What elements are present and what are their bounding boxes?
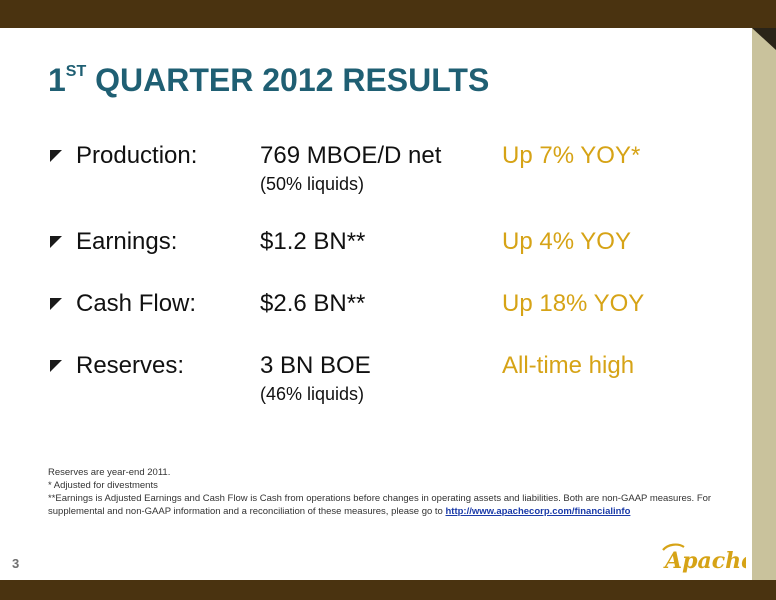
result-subtext: (46% liquids): [260, 384, 365, 404]
bottom-bar: [0, 580, 776, 600]
footnotes: Reserves are year-end 2011. * Adjusted f…: [48, 466, 738, 518]
result-subtext: (50% liquids): [260, 174, 365, 194]
title-number: 1: [48, 62, 66, 98]
apache-logo: Apache: [660, 540, 755, 574]
top-bar: [0, 0, 776, 28]
result-row-earnings: Earnings: $1.2 BN** Up 4% YOY: [48, 228, 748, 288]
footnote-divestments: * Adjusted for divestments: [48, 480, 158, 491]
triangle-bullet-icon: [48, 296, 64, 312]
result-row-cash-flow: Cash Flow: $2.6 BN** Up 18% YOY: [48, 290, 748, 350]
triangle-bullet-icon: [48, 358, 64, 374]
result-value: $2.6 BN**: [260, 290, 366, 317]
title-text: QUARTER 2012 RESULTS: [86, 62, 490, 98]
page-number: 3: [12, 556, 20, 571]
result-row-reserves: Reserves: 3 BN BOE (46% liquids) All-tim…: [48, 352, 748, 412]
triangle-bullet-icon: [48, 234, 64, 250]
result-label: Cash Flow:: [76, 290, 197, 317]
result-change: Up 4% YOY: [502, 228, 631, 255]
result-change: Up 7% YOY*: [502, 142, 641, 169]
result-label: Earnings:: [76, 228, 178, 255]
result-value: 3 BN BOE: [260, 352, 371, 379]
result-value: 769 MBOE/D net: [260, 142, 442, 169]
result-label: Production:: [76, 142, 198, 169]
svg-text:Apache: Apache: [663, 548, 746, 574]
result-label: Reserves:: [76, 352, 185, 379]
slide-title: 1ST QUARTER 2012 RESULTS: [48, 62, 489, 99]
title-superscript: ST: [65, 63, 87, 81]
result-change: Up 18% YOY: [502, 290, 645, 317]
result-change: All-time high: [502, 352, 635, 379]
right-decorative-strip: [752, 28, 776, 580]
result-row-production: Production: 769 MBOE/D net (50% liquids)…: [48, 142, 748, 202]
result-value: $1.2 BN**: [260, 228, 366, 255]
footnote-non-gaap: **Earnings is Adjusted Earnings and Cash…: [48, 492, 738, 518]
footnote-non-gaap-text: **Earnings is Adjusted Earnings and Cash…: [48, 493, 712, 517]
corner-triangle-icon: [752, 28, 776, 50]
footnote-reserves: Reserves are year-end 2011.: [48, 467, 171, 478]
triangle-bullet-icon: [48, 148, 64, 164]
financial-info-link[interactable]: http://www.apachecorp.com/financialinfo: [445, 506, 631, 517]
